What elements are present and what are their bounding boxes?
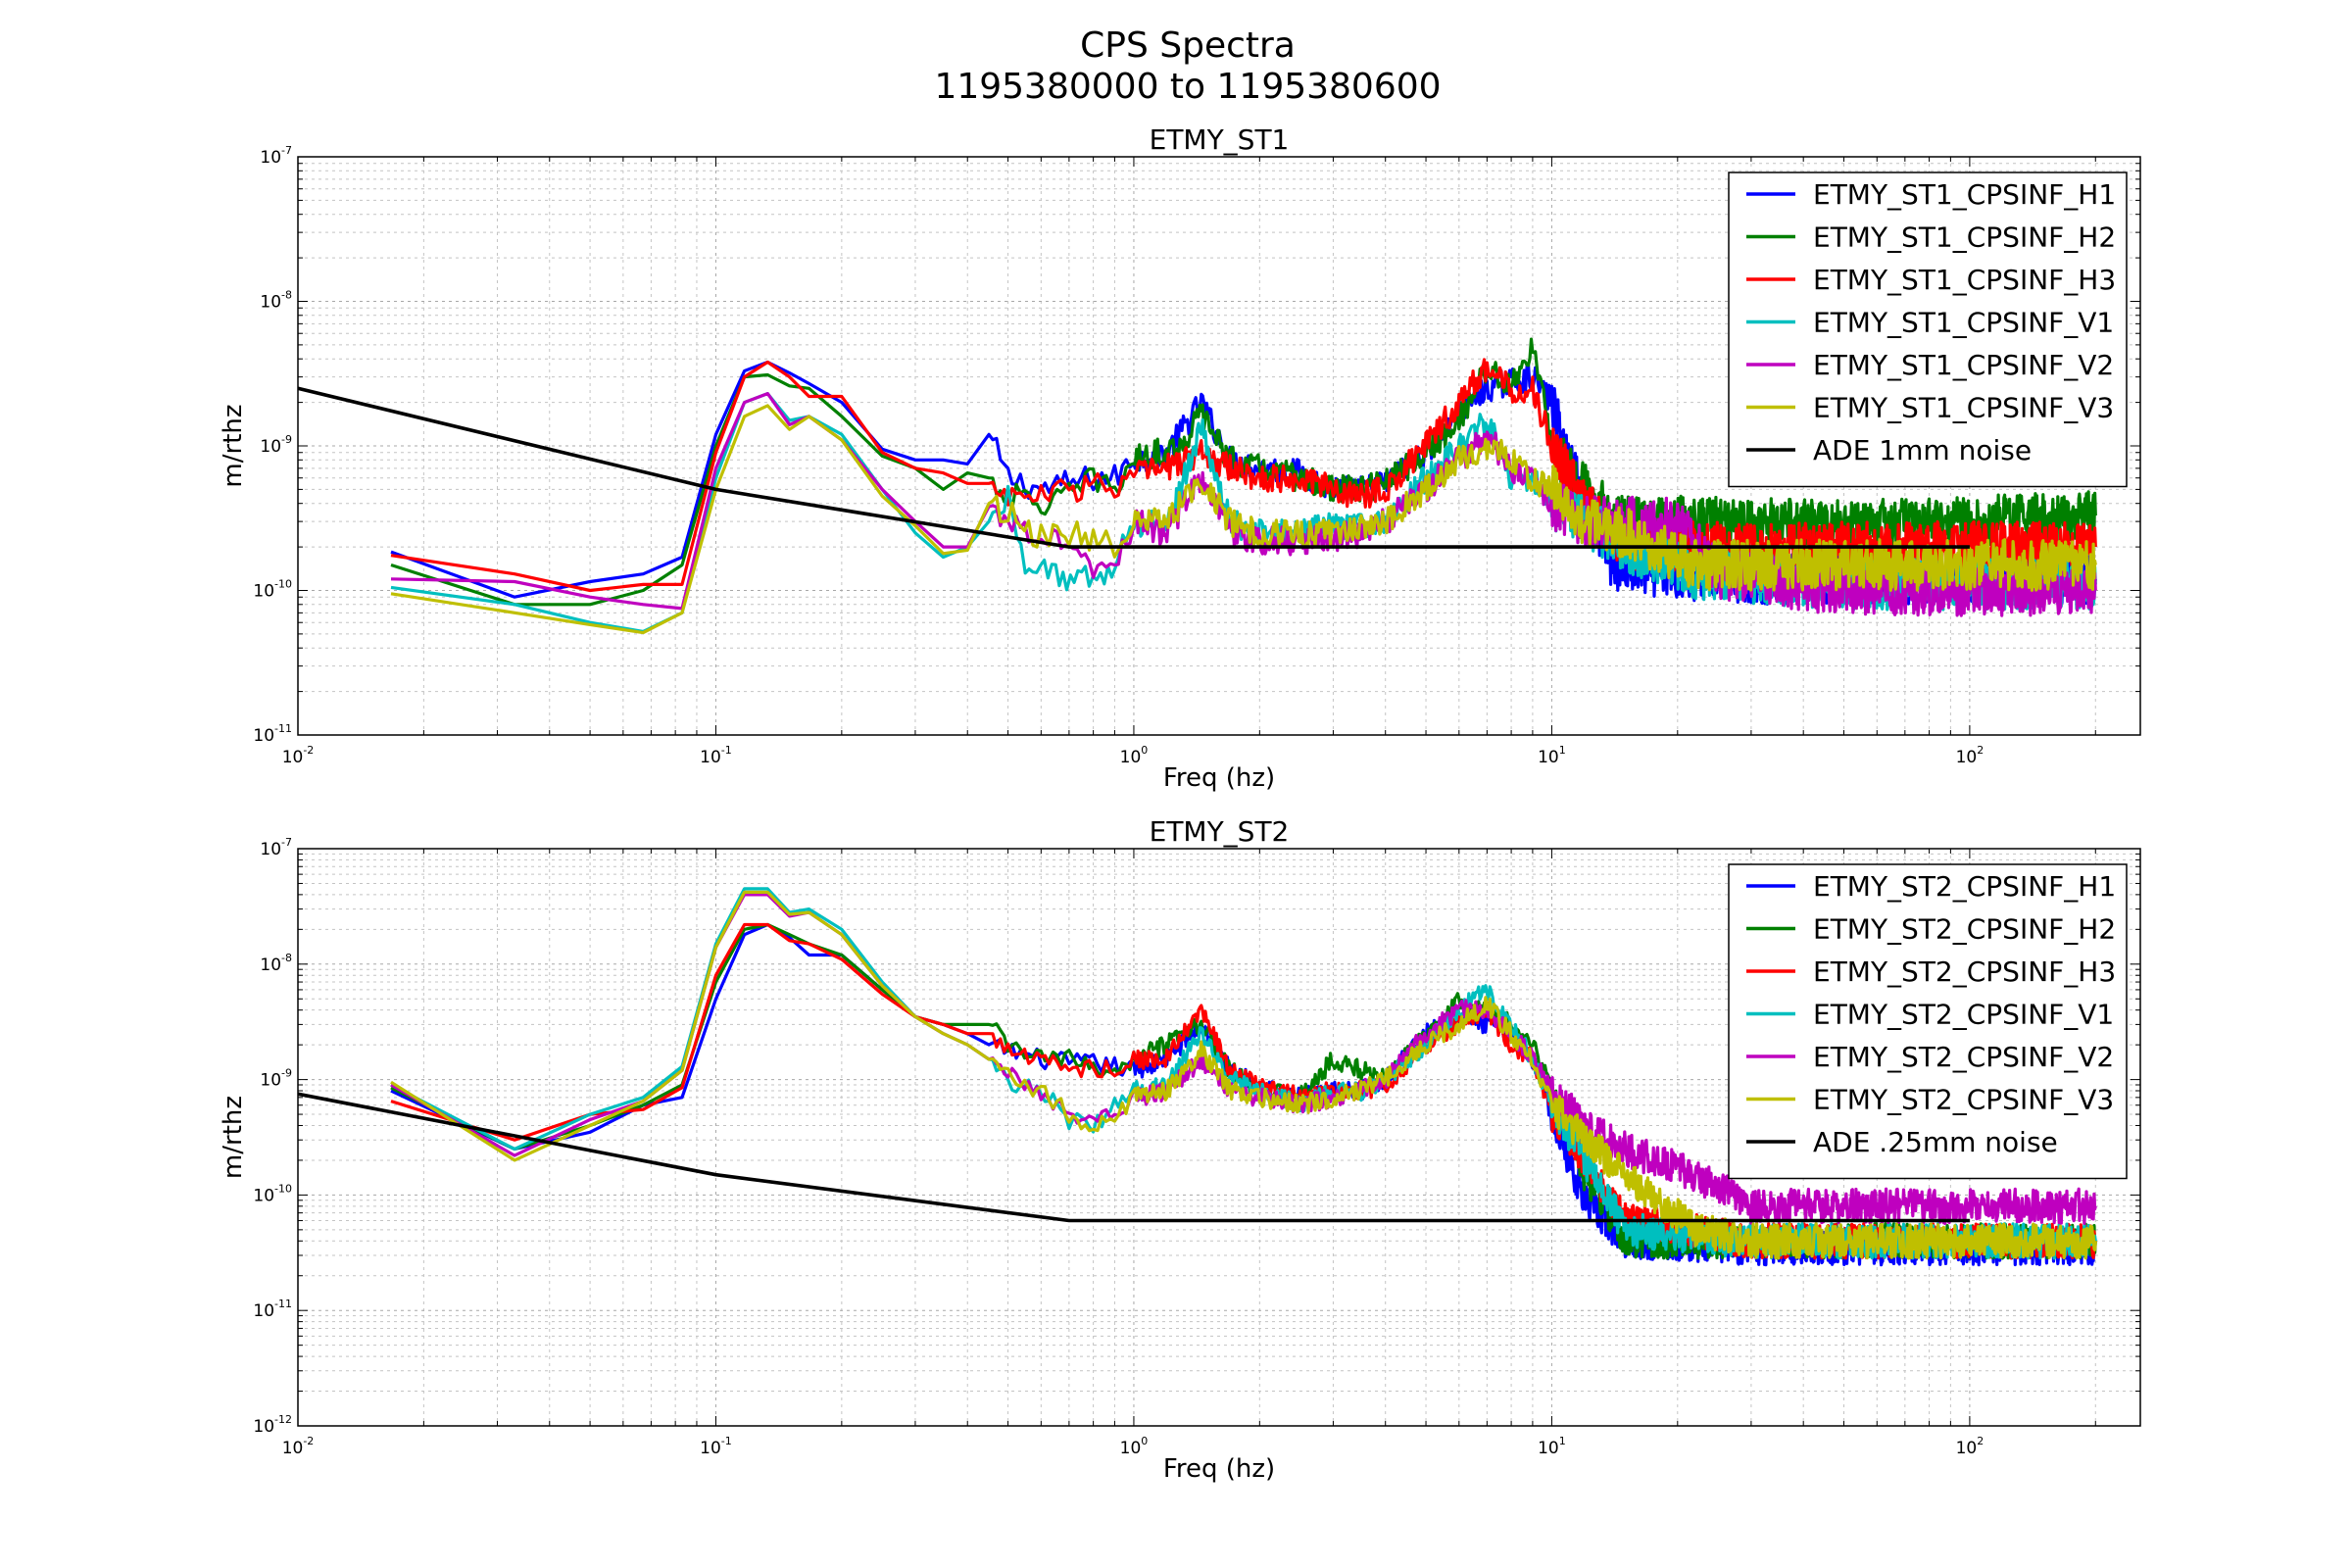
legend-label: ETMY_ST2_CPSINF_V2 — [1813, 1041, 2114, 1073]
legend-label: ETMY_ST1_CPSINF_V3 — [1813, 392, 2114, 424]
legend-label: ADE .25mm noise — [1813, 1126, 2058, 1158]
legend-item: ADE .25mm noise — [1746, 1126, 2058, 1158]
series-lines — [298, 337, 2097, 635]
legend-item: ETMY_ST1_CPSINF_H1 — [1746, 178, 2116, 211]
legend-item: ETMY_ST1_CPSINF_V1 — [1746, 307, 2114, 339]
x-tick-label: 100 — [1120, 1435, 1149, 1458]
x-tick-label: 10-1 — [700, 1435, 732, 1458]
legend-label: ETMY_ST1_CPSINF_H3 — [1813, 264, 2116, 296]
x-tick-label: 10-1 — [700, 744, 732, 767]
legend-item: ETMY_ST2_CPSINF_V1 — [1746, 999, 2114, 1031]
figure-title-line2: 1195380000 to 1195380600 — [934, 67, 1441, 107]
ticks — [297, 848, 2140, 1427]
legend-label: ETMY_ST2_CPSINF_V3 — [1813, 1084, 2114, 1116]
y-axis-label: m/rthz — [219, 1096, 248, 1179]
y-tick-label: 10-10 — [253, 578, 292, 602]
x-tick-label: 10-2 — [282, 1435, 315, 1458]
series-line-ade-25mm-noise — [298, 1092, 1970, 1223]
y-axis-label: m/rthz — [219, 404, 248, 487]
legend-item: ETMY_ST1_CPSINF_V3 — [1746, 392, 2114, 424]
x-axis-label: Freq (hz) — [1163, 763, 1275, 793]
series-lines — [298, 887, 2097, 1267]
y-tick-label: 10-7 — [260, 836, 292, 859]
y-tick-label: 10-10 — [253, 1182, 292, 1205]
x-tick-label: 102 — [1956, 1435, 1984, 1458]
legend-label: ETMY_ST2_CPSINF_H3 — [1813, 956, 2116, 988]
series-line-etmy-st1-cpsinf-v3 — [390, 404, 2097, 635]
x-tick-label: 10-2 — [282, 744, 315, 767]
legend-item: ETMY_ST2_CPSINF_V2 — [1746, 1041, 2114, 1073]
legend-box — [1728, 172, 2128, 488]
figure-title-line1: CPS Spectra — [1080, 25, 1296, 66]
y-tick-label: 10-8 — [260, 289, 292, 313]
legend-label: ETMY_ST1_CPSINF_H2 — [1813, 221, 2116, 254]
x-axis-label: Freq (hz) — [1163, 1454, 1275, 1484]
legend-label: ETMY_ST2_CPSINF_V1 — [1813, 999, 2114, 1031]
x-tick-label: 101 — [1538, 744, 1566, 767]
x-tick-label: 100 — [1120, 744, 1149, 767]
legend-label: ETMY_ST1_CPSINF_H1 — [1813, 178, 2116, 211]
legend-item: ETMY_ST2_CPSINF_H1 — [1746, 870, 2116, 903]
subplot-title: ETMY_ST1 — [1150, 123, 1290, 156]
y-tick-label: 10-8 — [260, 952, 292, 975]
subplot-title: ETMY_ST2 — [1150, 815, 1290, 848]
legend-item: ETMY_ST1_CPSINF_V2 — [1746, 349, 2114, 381]
y-tick-label: 10-7 — [260, 144, 292, 168]
x-tick-label: 102 — [1956, 744, 1984, 767]
legend: ETMY_ST1_CPSINF_H1 ETMY_ST1_CPSINF_H2 ETMY… — [1728, 172, 2128, 488]
y-tick-label: 10-12 — [253, 1413, 292, 1437]
legend-item: ETMY_ST1_CPSINF_H3 — [1746, 264, 2116, 296]
subplot-etmy-st2: 10-2 10-1 100 101 102 10-7 10-8 10-9 10-10 10-11 1… — [219, 815, 2141, 1484]
legend-item: ETMY_ST1_CPSINF_H2 — [1746, 221, 2116, 254]
y-tick-label: 10-9 — [260, 433, 292, 457]
legend-item: ETMY_ST2_CPSINF_H2 — [1746, 913, 2116, 946]
legend-box — [1728, 863, 2128, 1180]
series-line-ade-1mm-noise — [298, 386, 1970, 549]
y-tick-label: 10-9 — [260, 1067, 292, 1091]
legend: ETMY_ST2_CPSINF_H1 ETMY_ST2_CPSINF_H2 ETMY… — [1728, 863, 2128, 1180]
x-tick-label: 101 — [1538, 1435, 1566, 1458]
legend-label: ETMY_ST2_CPSINF_H1 — [1813, 870, 2116, 903]
legend-item: ETMY_ST2_CPSINF_V3 — [1746, 1084, 2114, 1116]
y-tick-label: 10-11 — [253, 1298, 292, 1321]
legend-label: ETMY_ST1_CPSINF_V1 — [1813, 307, 2114, 339]
legend-label: ADE 1mm noise — [1813, 434, 2032, 466]
legend-label: ETMY_ST2_CPSINF_H2 — [1813, 913, 2116, 946]
legend-item: ADE 1mm noise — [1746, 434, 2032, 466]
y-tick-label: 10-11 — [253, 722, 292, 746]
axes-frame — [297, 848, 2141, 1427]
subplot-etmy-st1: 10-2 10-1 100 101 102 10-7 10-8 10-9 10-10 10-11 E… — [219, 123, 2141, 793]
series-line-etmy-st2-cpsinf-v3 — [390, 890, 2097, 1260]
legend-label: ETMY_ST1_CPSINF_V2 — [1813, 349, 2114, 381]
ticks — [297, 156, 2140, 736]
legend-item: ETMY_ST2_CPSINF_H3 — [1746, 956, 2116, 988]
